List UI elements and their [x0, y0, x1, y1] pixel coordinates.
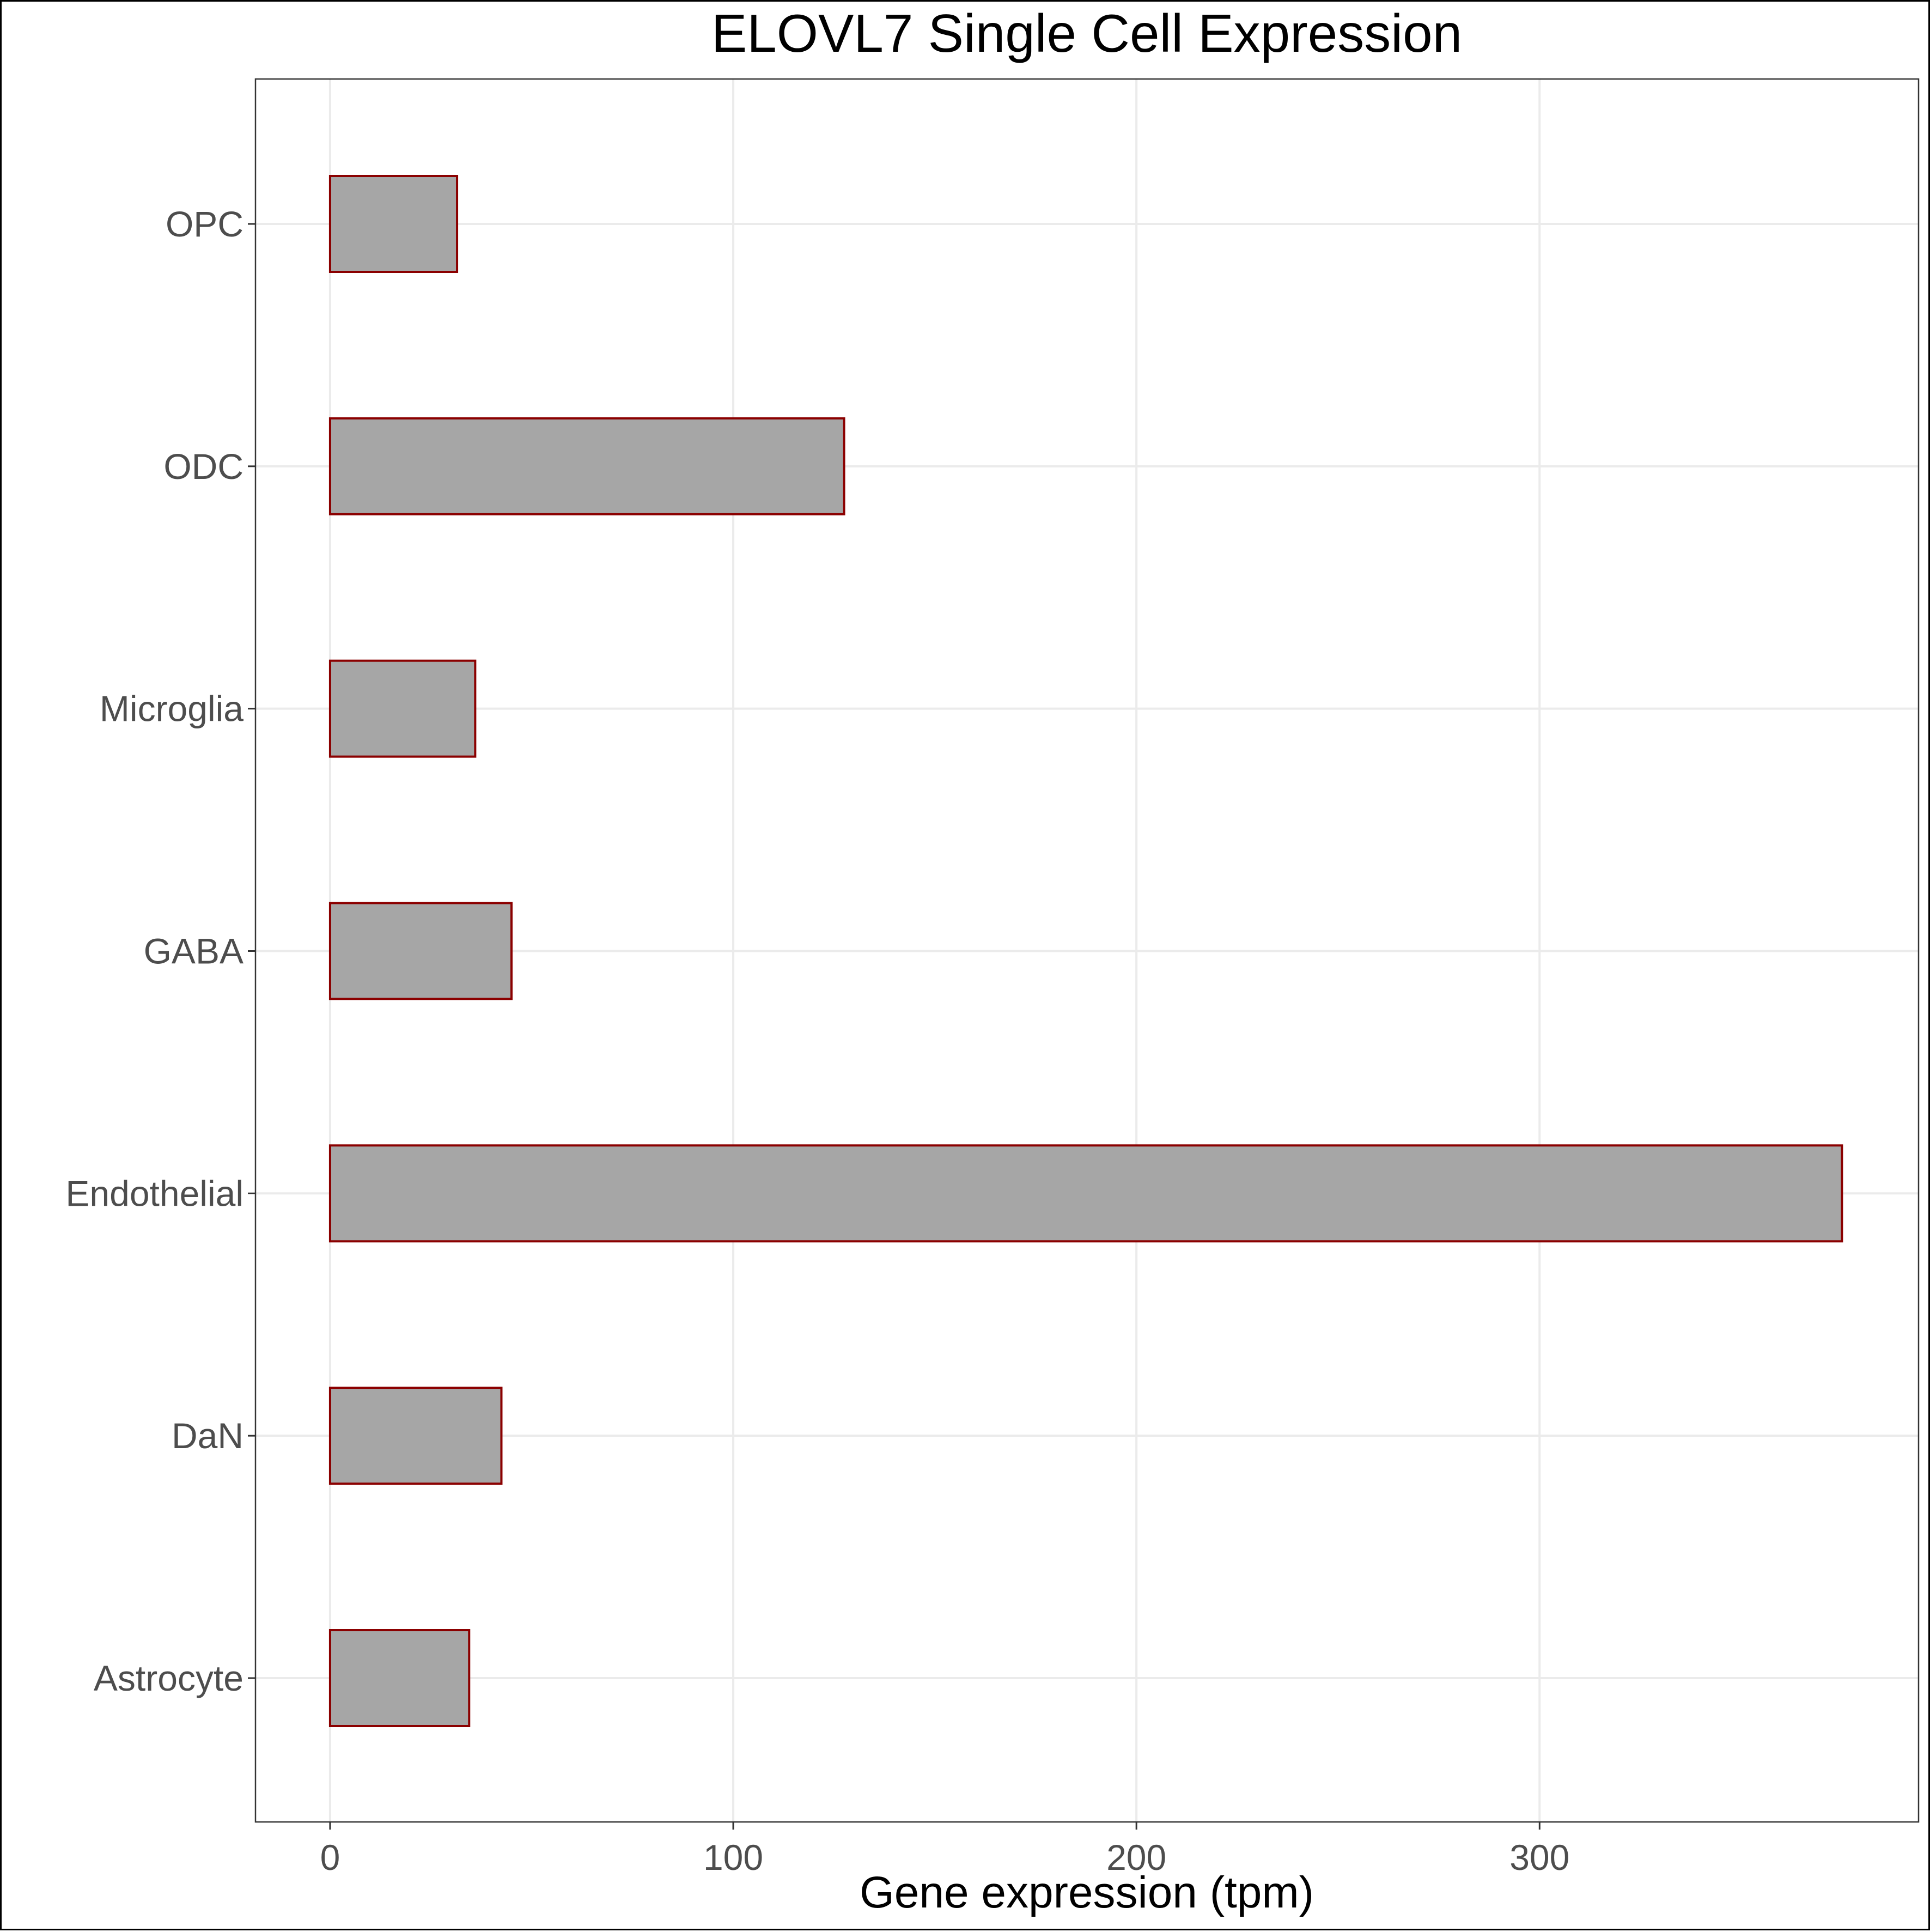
- y-tick-label: GABA: [144, 931, 243, 971]
- y-tick-label: ODC: [163, 446, 243, 487]
- x-tick-label: 0: [320, 1837, 340, 1878]
- y-tick-label: Astrocyte: [94, 1658, 243, 1698]
- bar-gaba: [328, 902, 513, 1000]
- x-axis: 0 100 200 300: [320, 1822, 1569, 1878]
- y-axis: Astrocyte DaN Endothelial GABA Microglia ODC O…: [65, 204, 255, 1698]
- y-tick-label: DaN: [172, 1415, 243, 1456]
- chart-title: ELOVL7 Single Cell Expression: [711, 3, 1462, 63]
- x-axis-label: Gene expression (tpm): [860, 1868, 1314, 1917]
- bar-endothelial: [328, 1144, 1843, 1243]
- bar-astrocyte: [328, 1629, 471, 1727]
- y-tick-label: OPC: [166, 204, 243, 244]
- bar-dan: [328, 1387, 503, 1485]
- bar-microglia: [328, 659, 477, 758]
- y-tick-label: Microglia: [100, 689, 243, 729]
- bar-odc: [328, 417, 845, 515]
- x-tick-label: 100: [703, 1837, 763, 1878]
- bars-layer: [328, 175, 1843, 1727]
- bar-opc: [328, 175, 459, 273]
- x-tick-label: 200: [1106, 1837, 1166, 1878]
- x-tick-label: 300: [1509, 1837, 1569, 1878]
- y-tick-label: Endothelial: [65, 1173, 243, 1213]
